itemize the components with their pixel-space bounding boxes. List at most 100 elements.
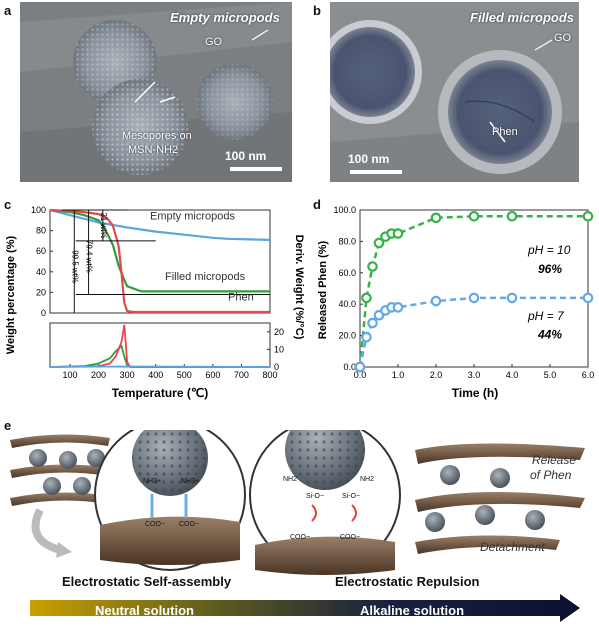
deriv-line-c-0 bbox=[49, 344, 270, 368]
detachment-label: Detachment bbox=[480, 540, 545, 554]
deriv-line-c-1 bbox=[49, 324, 270, 368]
point-d-0-7 bbox=[430, 212, 442, 224]
point-d-0-3 bbox=[373, 237, 385, 249]
x-tick-label-c-0: 100 bbox=[62, 370, 77, 380]
xlabel-c: Temperature (℃) bbox=[112, 386, 209, 400]
nh3-label-1: NH3+ bbox=[143, 478, 162, 485]
point-d-1-1 bbox=[361, 331, 372, 343]
ph7-label: pH = 7 bbox=[527, 309, 565, 323]
ph10-label: pH = 10 bbox=[527, 243, 571, 257]
go-label-b: GO bbox=[554, 32, 572, 44]
series-line-c-2 bbox=[49, 208, 270, 314]
y-tick-label-d-2: 40.0 bbox=[338, 299, 356, 309]
y2-tick-label-c-0: 0 bbox=[274, 362, 279, 372]
tem-title-a: Empty micropods bbox=[170, 10, 280, 25]
go-stack-left bbox=[10, 434, 110, 506]
scale-label-b: 100 nm bbox=[348, 152, 390, 166]
y-tick-label-c-4: 80 bbox=[36, 226, 46, 236]
coo-label-3: COO− bbox=[290, 534, 311, 541]
y-tick-label-d-4: 80.0 bbox=[338, 236, 356, 246]
zoom-circle-right bbox=[249, 430, 401, 575]
y-tick-label-c-0: 0 bbox=[41, 308, 46, 318]
point-d-0-6 bbox=[392, 228, 404, 239]
mesopore-label-line2: MSN-NH2 bbox=[128, 144, 179, 156]
tem-title-b: Filled micropods bbox=[470, 10, 575, 25]
coo-label-4: COO− bbox=[340, 534, 361, 541]
nh2-label-1: NH2 bbox=[283, 476, 298, 483]
arrow-go-a bbox=[251, 29, 269, 41]
caption-self-assembly: Electrostatic Self-assembly bbox=[62, 574, 232, 589]
y-tick-label-c-3: 60 bbox=[36, 246, 46, 256]
xlabel-d: Time (h) bbox=[452, 386, 498, 400]
sio-label-1: Si-O− bbox=[306, 493, 325, 500]
arrow-mesopore-2 bbox=[159, 96, 176, 103]
sio-label-2: Si-O− bbox=[342, 493, 361, 500]
tem-image-filled-micropods: Filled micropods GO Phen 100 nm bbox=[330, 2, 579, 182]
annotation-c-2: 21 wt% bbox=[99, 212, 108, 238]
series-line-d-0 bbox=[358, 215, 588, 368]
x-tick-label-d-6: 6.0 bbox=[582, 370, 595, 380]
deriv-line-c-2 bbox=[49, 365, 271, 368]
panel-label-d: d bbox=[313, 197, 321, 212]
label-phen: Phen bbox=[228, 292, 254, 304]
panel-label-c: c bbox=[4, 197, 12, 212]
x-tick-label-d-3: 3.0 bbox=[468, 370, 481, 380]
nh3-label-2: NH3+ bbox=[181, 478, 200, 485]
tem-image-empty-micropods: Empty micropods GO Mesopores on MSN-NH2 … bbox=[20, 2, 292, 182]
tga-frame-bottom bbox=[49, 322, 271, 368]
tem-texture bbox=[20, 2, 292, 182]
scale-bar-a bbox=[230, 167, 282, 171]
arrow-phen bbox=[489, 121, 506, 143]
x-tick-label-c-3: 400 bbox=[148, 370, 163, 380]
point-d-1-2 bbox=[367, 317, 378, 329]
scale-bar-b bbox=[350, 170, 402, 174]
arrow-go-b bbox=[534, 39, 553, 51]
x-tick-label-d-1: 1.0 bbox=[392, 370, 405, 380]
zoom-circle-left bbox=[94, 430, 246, 571]
y-tick-label-d-1: 20.0 bbox=[338, 331, 356, 341]
x-tick-label-d-0: 0.0 bbox=[354, 370, 367, 380]
tem-texture-b bbox=[330, 2, 579, 182]
zoom-arrow-left bbox=[31, 508, 62, 554]
x-tick-label-c-7: 800 bbox=[262, 370, 277, 380]
label-filled: Filled micropods bbox=[165, 271, 246, 283]
ylabel-c: Weight percentage (%) bbox=[5, 235, 17, 354]
ph10-value: 96% bbox=[538, 262, 562, 276]
y-tick-label-d-3: 60.0 bbox=[338, 268, 356, 278]
mesopore-label-line1: Mesopores on bbox=[122, 130, 192, 142]
y-tick-label-d-0: 0.0 bbox=[343, 362, 356, 372]
x-tick-label-c-6: 700 bbox=[234, 370, 249, 380]
neutral-solution-label: Neutral solution bbox=[95, 603, 194, 618]
y2-tick-label-c-2: 20 bbox=[274, 327, 284, 337]
panel-label-a: a bbox=[4, 3, 12, 18]
point-d-1-10 bbox=[582, 292, 594, 304]
alkaline-solution-label: Alkaline solution bbox=[360, 603, 465, 618]
point-d-0-1 bbox=[361, 292, 372, 304]
point-d-0-10 bbox=[582, 210, 594, 222]
point-d-1-8 bbox=[468, 292, 480, 304]
scale-label-a: 100 nm bbox=[225, 149, 267, 163]
point-d-0-8 bbox=[468, 210, 480, 222]
ylabel-right-c: Deriv. Weight (%/°C) bbox=[293, 235, 305, 340]
point-d-1-6 bbox=[392, 302, 404, 313]
arrow-mesopore-1 bbox=[134, 81, 156, 103]
schematic bbox=[10, 430, 585, 622]
y-tick-label-c-2: 40 bbox=[36, 267, 46, 277]
go-label-a: GO bbox=[205, 36, 223, 48]
coo-label-2: COO− bbox=[179, 521, 200, 528]
ph7-value: 44% bbox=[537, 328, 562, 342]
x-tick-label-d-4: 4.0 bbox=[506, 370, 519, 380]
label-empty: Empty micropods bbox=[150, 210, 235, 222]
x-tick-label-d-5: 5.0 bbox=[544, 370, 557, 380]
ylabel-d: Released Phen (%) bbox=[317, 240, 329, 339]
x-tick-label-c-2: 300 bbox=[120, 370, 135, 380]
caption-repulsion: Electrostatic Repulsion bbox=[335, 574, 480, 589]
series-line-c-0 bbox=[49, 208, 271, 241]
phen-label-b: Phen bbox=[492, 126, 518, 138]
go-stack-right bbox=[415, 443, 585, 554]
x-tick-label-c-5: 600 bbox=[205, 370, 220, 380]
solution-gradient-arrow bbox=[30, 594, 580, 622]
y2-tick-label-c-1: 10 bbox=[274, 344, 284, 354]
y-tick-label-c-5: 100 bbox=[31, 205, 46, 215]
y-tick-label-c-1: 20 bbox=[36, 287, 46, 297]
